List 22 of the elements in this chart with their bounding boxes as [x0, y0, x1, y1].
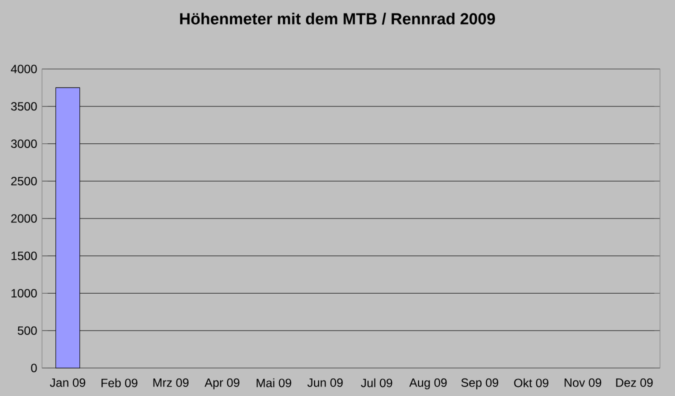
y-tick-label: 0 — [31, 364, 37, 372]
y-tick-label: 3500 — [11, 102, 37, 111]
y-tick-label: 2000 — [11, 214, 37, 223]
y-tick-label: 4000 — [10, 64, 37, 74]
y-tick-label: 2500 — [11, 176, 37, 186]
x-tick-label: Apr 09 — [204, 378, 240, 390]
x-tick-label: Aug 09 — [409, 378, 447, 390]
x-tick-label: Nov 09 — [564, 378, 602, 387]
x-tick-label: Jul 09 — [360, 378, 392, 388]
x-tick-label: Sep 09 — [461, 378, 498, 390]
y-tick-label: 500 — [18, 326, 37, 335]
x-tick-label: Jan 09 — [50, 378, 86, 387]
y-tick-label: 1500 — [12, 252, 37, 260]
x-tick-label: Okt 09 — [514, 378, 548, 388]
x-tick-label: Mrz 09 — [153, 378, 189, 387]
x-tick-label: Jun 09 — [307, 378, 343, 387]
y-tick-label: 1000 — [12, 288, 37, 298]
x-tick-label: Dez 09 — [616, 378, 653, 387]
chart-title: Höhenmeter mit dem MTB / Rennrad 2009 — [180, 12, 495, 25]
x-tick-label: Mai 09 — [256, 378, 292, 388]
y-tick-label: 3000 — [11, 139, 37, 148]
x-tick-label: Feb 09 — [102, 378, 138, 388]
